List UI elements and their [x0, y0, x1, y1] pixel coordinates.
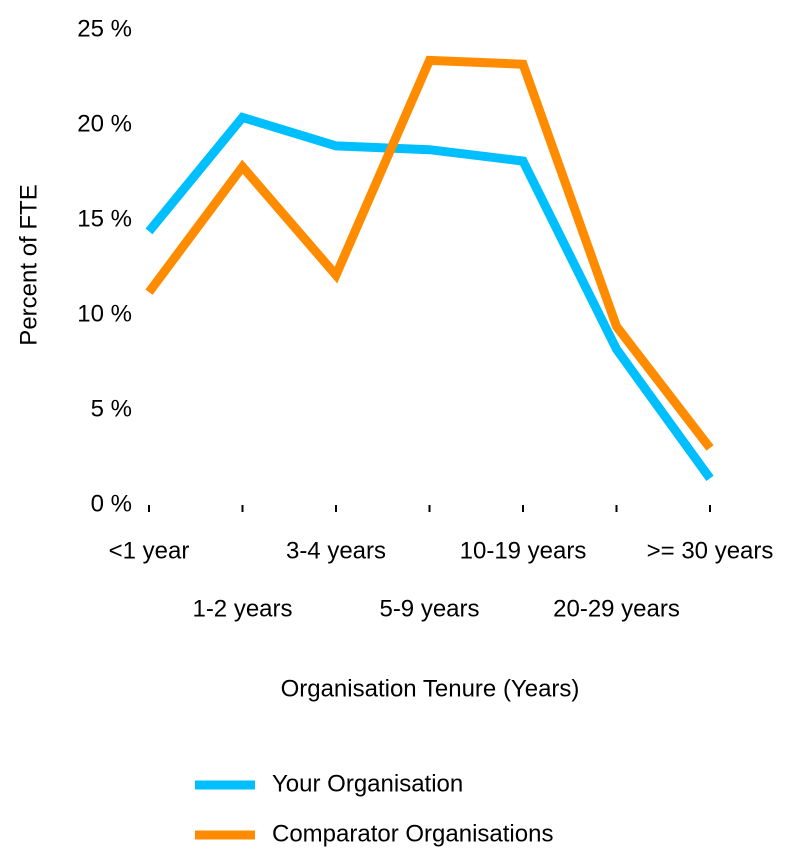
y-tick-label: 15 %: [77, 205, 132, 232]
x-tick-label: 1-2 years: [192, 595, 292, 622]
y-tick-label: 20 %: [77, 110, 132, 137]
x-tick-label: 3-4 years: [286, 537, 386, 564]
legend-label: Your Organisation: [272, 770, 463, 797]
x-tick-label: >= 30 years: [647, 537, 774, 564]
x-tick-label: 5-9 years: [379, 595, 479, 622]
x-axis-title: Organisation Tenure (Years): [281, 675, 580, 702]
line-series: [145, 55, 714, 451]
line-series: [145, 112, 714, 482]
x-tick-label: 10-19 years: [460, 537, 587, 564]
y-tick-label: 25 %: [77, 15, 132, 42]
y-tick-label: 5 %: [91, 395, 132, 422]
x-tick-label: 20-29 years: [553, 595, 680, 622]
y-axis-title: Percent of FTE: [15, 184, 42, 345]
x-tick-label: <1 year: [109, 537, 190, 564]
y-tick-label: 0 %: [91, 490, 132, 517]
y-tick-label: 10 %: [77, 300, 132, 327]
legend-label: Comparator Organisations: [272, 820, 553, 847]
